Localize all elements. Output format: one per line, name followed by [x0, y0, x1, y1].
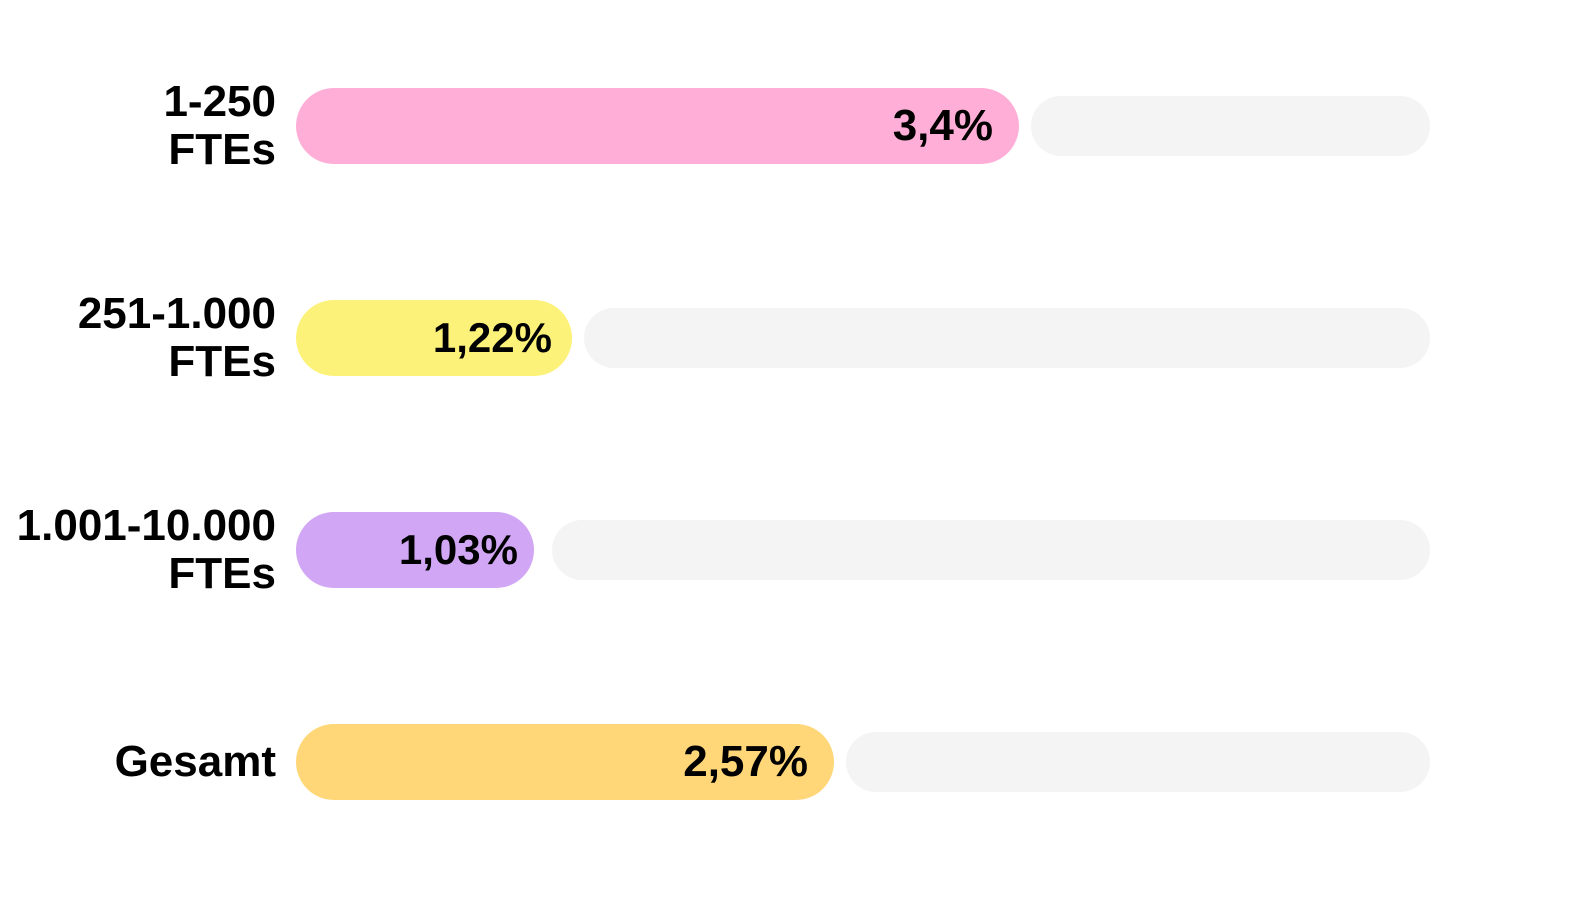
bar-track: 1,03%	[296, 512, 1430, 588]
bar-fill: 1,22%	[296, 300, 572, 376]
bar-fill: 2,57%	[296, 724, 834, 800]
row-label-line1: 251-1.000	[0, 290, 276, 338]
row-label: 251-1.000 FTEs	[0, 290, 296, 387]
bar-fill: 3,4%	[296, 88, 1019, 164]
row-label-line2: FTEs	[0, 126, 276, 174]
row-label-line1: 1-250	[0, 78, 276, 126]
bar-track: 3,4%	[296, 88, 1430, 164]
row-label-line1: 1.001-10.000	[0, 502, 276, 550]
row-label-line2: FTEs	[0, 550, 276, 598]
fte-percentage-chart: 1-250 FTEs 3,4% 251-1.000 FTEs 1,22% 1.0…	[0, 0, 1588, 908]
row-label: Gesamt	[0, 738, 296, 786]
bar-track: 2,57%	[296, 724, 1430, 800]
bar-track-bg	[584, 308, 1430, 368]
bar-value-label: 2,57%	[683, 737, 808, 787]
row-label: 1.001-10.000 FTEs	[0, 502, 296, 599]
bar-track: 1,22%	[296, 300, 1430, 376]
bar-value-label: 1,22%	[433, 314, 552, 362]
bar-value-label: 3,4%	[893, 101, 993, 151]
bar-track-bg	[552, 520, 1430, 580]
chart-row: Gesamt 2,57%	[0, 724, 1588, 800]
row-label: 1-250 FTEs	[0, 78, 296, 175]
chart-row: 1-250 FTEs 3,4%	[0, 88, 1588, 164]
row-label-line1: Gesamt	[0, 738, 276, 786]
bar-track-bg	[846, 732, 1430, 792]
bar-value-label: 1,03%	[399, 526, 518, 574]
bar-track-bg	[1031, 96, 1430, 156]
bar-fill: 1,03%	[296, 512, 534, 588]
chart-row: 251-1.000 FTEs 1,22%	[0, 300, 1588, 376]
row-label-line2: FTEs	[0, 338, 276, 386]
chart-row: 1.001-10.000 FTEs 1,03%	[0, 512, 1588, 588]
